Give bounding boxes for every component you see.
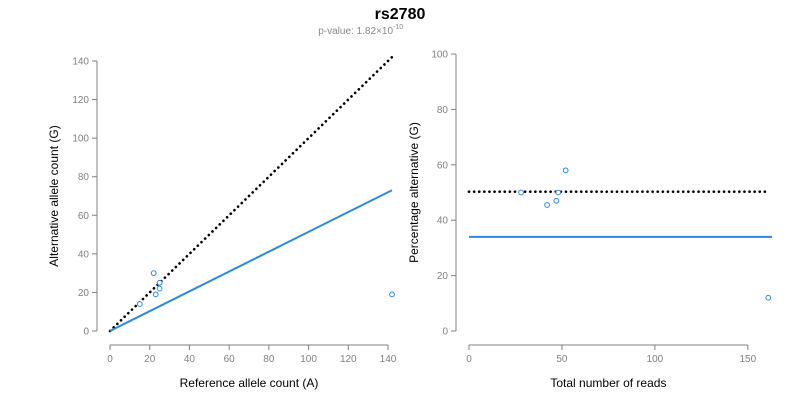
right-data-point bbox=[555, 189, 562, 196]
left-x-tick-label: 20 bbox=[144, 354, 156, 365]
left-data-point bbox=[150, 270, 157, 277]
left-y-tick-label: 40 bbox=[78, 249, 90, 260]
left-x-tick-label: 120 bbox=[340, 354, 357, 365]
left-x-tick-label: 140 bbox=[380, 354, 397, 365]
left-y-tick-label: 20 bbox=[78, 288, 90, 299]
left-x-tick-label: 60 bbox=[224, 354, 236, 365]
right-data-point bbox=[553, 197, 560, 204]
left-x-tick-label: 100 bbox=[300, 354, 317, 365]
right-y-tick-label: 0 bbox=[442, 327, 448, 338]
left-y-axis-label: Alternative allele count (G) bbox=[47, 125, 61, 266]
left-y-tick-label: 60 bbox=[78, 211, 90, 222]
left-x-tick-label: 40 bbox=[184, 354, 196, 365]
right-y-tick-label: 100 bbox=[431, 50, 448, 61]
right-data-point bbox=[544, 202, 550, 208]
right-y-tick-label: 20 bbox=[437, 271, 449, 282]
left-y-tick-label: 140 bbox=[72, 57, 89, 68]
left-scatter-panel: 0 20 40 60 80 100 120 140 0 20 40 60 80 100 120 140 Refe… bbox=[47, 55, 397, 390]
left-data-point bbox=[136, 301, 143, 307]
left-expected-dotted-line bbox=[108, 55, 394, 333]
left-data-point bbox=[389, 291, 395, 298]
right-data-point bbox=[765, 294, 772, 301]
right-x-tick-label: 0 bbox=[466, 354, 472, 365]
left-x-tick-label: 0 bbox=[107, 354, 113, 365]
left-x-axis-label: Reference allele count (A) bbox=[180, 376, 319, 390]
right-x-tick-label: 100 bbox=[647, 354, 664, 365]
right-y-axis-label: Percentage alternative (G) bbox=[407, 122, 421, 263]
left-data-point bbox=[152, 291, 159, 298]
right-data-point bbox=[562, 167, 569, 174]
left-y-tick-label: 0 bbox=[83, 327, 89, 338]
right-scatter-panel: 0 20 40 60 80 100 0 50 100 150 Total number of rea… bbox=[407, 50, 772, 390]
chart-subtitle: p-value: 1.82×10 bbox=[318, 26, 393, 37]
left-data-point bbox=[156, 279, 163, 286]
right-x-axis-label: Total number of reads bbox=[550, 376, 666, 390]
left-y-tick-label: 100 bbox=[72, 134, 89, 145]
left-x-tick-label: 80 bbox=[263, 354, 275, 365]
right-y-tick-label: 60 bbox=[437, 160, 449, 171]
left-y-tick-label: 120 bbox=[72, 95, 89, 106]
right-x-tick-label: 150 bbox=[739, 354, 756, 365]
chart-title: rs2780 bbox=[375, 6, 426, 23]
left-data-point bbox=[156, 285, 163, 292]
right-y-tick-label: 40 bbox=[437, 216, 449, 227]
left-y-tick-label: 80 bbox=[78, 172, 90, 183]
right-y-tick-label: 80 bbox=[437, 105, 449, 116]
right-data-point bbox=[518, 189, 524, 196]
right-x-tick-label: 50 bbox=[556, 354, 568, 365]
chart-subtitle-exponent: -10 bbox=[393, 24, 403, 31]
left-fitted-line bbox=[109, 189, 393, 332]
